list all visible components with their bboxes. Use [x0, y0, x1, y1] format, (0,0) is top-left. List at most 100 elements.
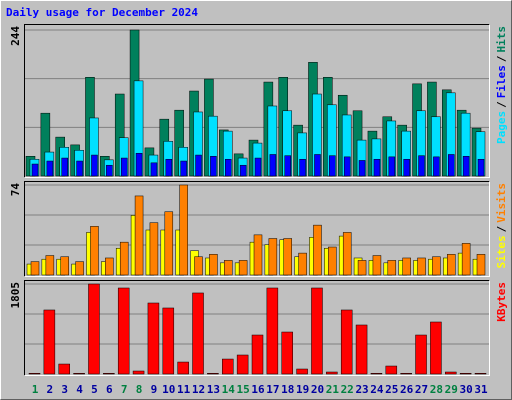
x-tick-label: 31 — [474, 383, 488, 396]
bar — [192, 292, 204, 375]
bar — [90, 226, 99, 276]
x-tick-label: 26 — [400, 383, 414, 396]
bar — [239, 164, 247, 177]
bar — [132, 370, 145, 375]
bar — [328, 246, 337, 276]
x-tick-label: 1 — [32, 383, 39, 396]
bar — [373, 158, 381, 177]
legend: KBytes — [495, 282, 508, 322]
x-tick-label: 11 — [177, 383, 191, 396]
bar — [477, 158, 485, 177]
bar — [462, 156, 470, 177]
bar — [119, 241, 129, 276]
bar — [251, 334, 264, 375]
bar — [149, 222, 159, 276]
panel-border-light — [24, 181, 490, 277]
bar — [268, 238, 278, 276]
bar — [476, 254, 486, 276]
panel-border-dark — [24, 24, 490, 178]
bar — [403, 158, 410, 177]
bar — [180, 160, 187, 177]
bar — [298, 252, 307, 276]
x-tick-label: 4 — [76, 383, 83, 396]
x-tick-label: 18 — [281, 383, 294, 396]
bar — [106, 164, 113, 177]
bar — [400, 373, 412, 375]
bar — [372, 255, 382, 276]
x-tick-label: 30 — [460, 383, 473, 396]
bar — [461, 243, 471, 276]
bar — [448, 154, 455, 177]
bar — [370, 373, 383, 375]
x-tick-label: 12 — [192, 383, 205, 396]
bar — [459, 373, 472, 375]
legend-separator: / — [495, 225, 508, 232]
bar — [91, 154, 98, 177]
bar — [46, 160, 54, 177]
bar — [445, 371, 457, 375]
x-tick-label: 8 — [136, 383, 143, 396]
bar — [60, 256, 69, 276]
bar — [269, 154, 277, 177]
bar — [195, 154, 202, 177]
x-tick-label: 17 — [266, 383, 279, 396]
bar — [147, 302, 160, 375]
bar — [387, 260, 397, 276]
x-tick-label: 9 — [151, 383, 158, 396]
bar — [45, 255, 55, 276]
bar — [415, 334, 427, 375]
bar — [299, 158, 306, 177]
bar — [388, 156, 396, 177]
bar — [326, 371, 338, 375]
legend-entry: Files — [495, 65, 508, 98]
bar — [164, 211, 174, 276]
bar — [281, 331, 293, 375]
x-tick-label: 25 — [385, 383, 398, 396]
bar — [210, 156, 217, 177]
legend-entry: Visits — [495, 183, 508, 223]
x-tick-label: 10 — [162, 383, 175, 396]
bar — [150, 162, 158, 177]
bar — [329, 155, 336, 177]
legend-entry: Pages — [495, 111, 508, 144]
bar — [402, 257, 411, 276]
y-tick-label: 244 — [9, 26, 22, 46]
legend-separator: / — [495, 55, 508, 62]
bar — [31, 163, 39, 177]
bar — [266, 287, 279, 375]
x-tick-label: 16 — [251, 383, 265, 396]
bar — [88, 283, 100, 375]
bar — [284, 155, 291, 177]
x-tick-label: 5 — [91, 383, 98, 396]
bar — [225, 158, 232, 177]
legend: Pages / Files / Hits — [495, 26, 508, 144]
bar — [134, 195, 144, 276]
bar — [253, 234, 263, 276]
panel-border-light — [24, 280, 490, 376]
bar — [296, 368, 308, 375]
bar — [358, 160, 366, 177]
x-tick-label: 15 — [237, 383, 250, 396]
bar — [474, 373, 487, 375]
bar — [117, 287, 130, 375]
bar — [207, 373, 219, 375]
bar — [103, 373, 115, 375]
bar — [236, 354, 249, 375]
bar — [418, 155, 425, 177]
x-tick-label: 3 — [61, 383, 68, 396]
legend-entry: Hits — [495, 26, 508, 53]
y-tick-label: 1805 — [9, 282, 22, 309]
x-tick-label: 2 — [47, 383, 54, 396]
x-tick-label: 23 — [355, 383, 368, 396]
bar — [177, 361, 189, 375]
bar — [432, 256, 441, 276]
bar — [283, 238, 292, 276]
bar — [385, 365, 398, 375]
legend: Sites / Visits — [495, 183, 508, 269]
y-tick-label: 74 — [9, 183, 22, 197]
bar — [343, 156, 351, 177]
x-tick-label: 21 — [326, 383, 340, 396]
bar — [162, 307, 175, 375]
bar — [58, 363, 70, 375]
